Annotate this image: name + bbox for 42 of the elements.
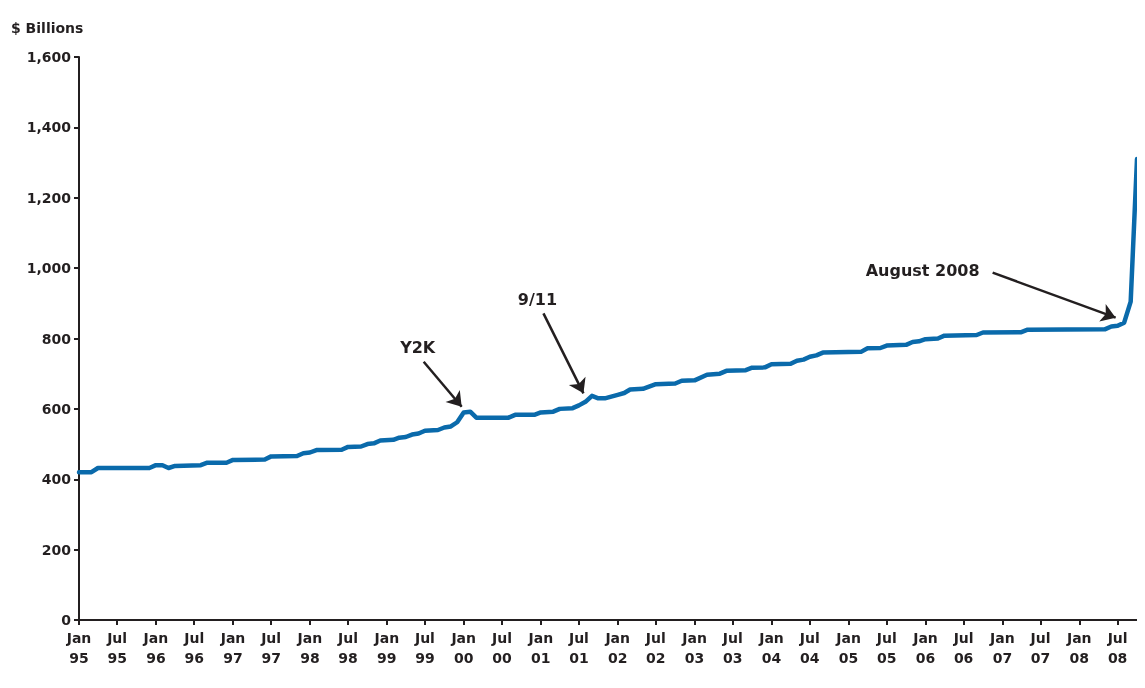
x-tick-label: Jan 04: [758, 630, 784, 666]
y-tick-label: 800: [41, 330, 72, 347]
x-tick-label: Jan 97: [219, 630, 246, 666]
y-tick-label: 1,400: [26, 119, 72, 136]
x-tick-label: Jul 97: [260, 630, 282, 666]
y-tick-label: 1,200: [26, 189, 72, 206]
x-tick-label: Jul 04: [798, 630, 820, 666]
x-tick-label: Jul 99: [413, 630, 435, 666]
x-tick-label: Jul 05: [875, 630, 897, 666]
y-tick-label: 0: [61, 612, 72, 628]
x-tick-label: Jul 98: [337, 630, 359, 666]
y-tick-label: 1,000: [26, 260, 72, 277]
annotation: 9/11: [517, 289, 558, 309]
x-tick-label: Jan 05: [835, 630, 861, 666]
y-axis-title: $ Billions: [11, 20, 84, 36]
x-tick-label: Jan 01: [527, 630, 554, 666]
y-tick-label: 1,600: [26, 49, 72, 65]
x-tick-label: Jul 02: [644, 630, 666, 666]
x-tick-label: Jul 07: [1029, 630, 1051, 666]
y-tick-label: 200: [41, 541, 72, 558]
x-tick-label: Jan 03: [681, 630, 707, 666]
x-tick-label: Jul 06: [952, 630, 974, 666]
line-series: [76, 156, 1137, 475]
x-tick-label: Jul 08: [1106, 630, 1128, 666]
x-tick-label: Jul 03: [721, 630, 743, 666]
x-tick-label: Jan 02: [604, 630, 630, 666]
annotation: Y2K: [399, 338, 436, 358]
x-tick-label: Jan 06: [912, 630, 938, 666]
x-tick-label: Jan 07: [989, 630, 1015, 666]
x-tick-label: Jul 96: [183, 630, 205, 666]
y-tick-label: 600: [41, 400, 72, 417]
x-tick-label: Jan 98: [296, 630, 323, 666]
annotation: August 2008: [865, 261, 980, 281]
x-tick-label: Jul 00: [491, 630, 513, 666]
x-tick-label: Jan 08: [1065, 630, 1092, 666]
x-tick-label: Jan 99: [373, 630, 400, 666]
x-tick-label: Jul 01: [567, 630, 589, 666]
y-tick-label: 400: [41, 471, 72, 488]
x-tick-label: Jan 96: [142, 630, 169, 666]
x-tick-label: Jul 95: [106, 630, 128, 666]
x-tick-label: Jan 95: [65, 630, 92, 666]
x-tick-label: Jan 00: [450, 630, 476, 666]
